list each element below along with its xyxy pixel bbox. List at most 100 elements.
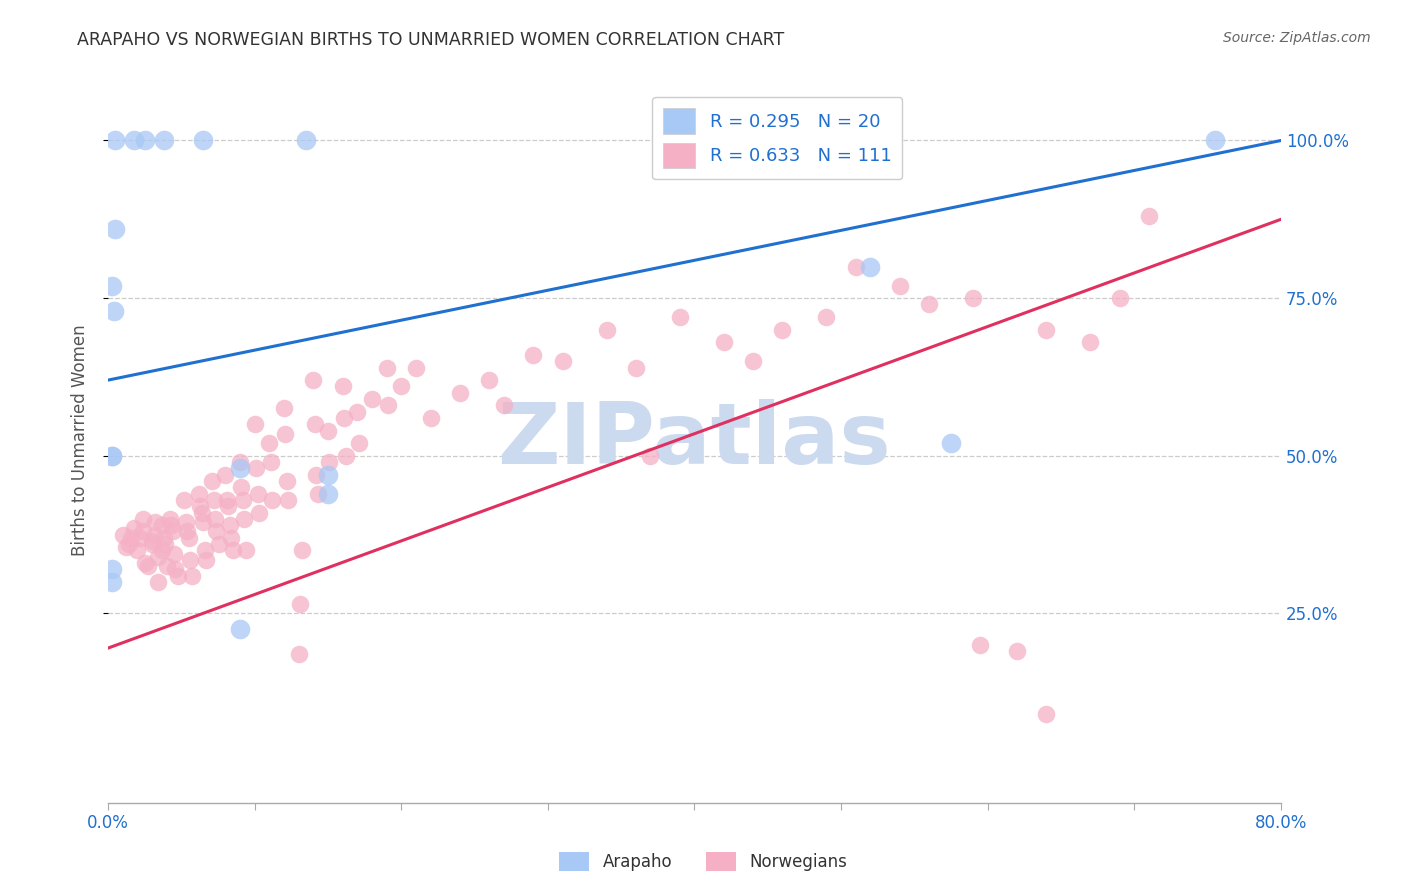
- Point: [389, 379, 412, 393]
- Point: [1035, 707, 1057, 722]
- Point: [173, 492, 195, 507]
- Point: [152, 531, 174, 545]
- Point: [129, 531, 152, 545]
- Point: [287, 648, 309, 662]
- Text: ARAPAHO VS NORWEGIAN BIRTHS TO UNMARRIED WOMEN CORRELATION CHART: ARAPAHO VS NORWEGIAN BIRTHS TO UNMARRIED…: [77, 31, 785, 49]
- Point: [167, 568, 190, 582]
- Point: [259, 436, 281, 450]
- Point: [232, 492, 254, 507]
- Point: [174, 515, 197, 529]
- Point: [152, 134, 174, 148]
- Point: [114, 540, 136, 554]
- Point: [233, 512, 256, 526]
- Point: [1204, 134, 1226, 148]
- Point: [201, 474, 224, 488]
- Point: [290, 543, 312, 558]
- Point: [375, 360, 398, 375]
- Point: [243, 417, 266, 432]
- Point: [316, 486, 339, 500]
- Point: [221, 543, 243, 558]
- Y-axis label: Births to Unmarried Women: Births to Unmarried Women: [72, 324, 89, 556]
- Point: [307, 486, 329, 500]
- Point: [176, 524, 198, 539]
- Point: [262, 492, 284, 507]
- Point: [245, 461, 267, 475]
- Point: [229, 461, 252, 475]
- Text: Source: ZipAtlas.com: Source: ZipAtlas.com: [1223, 31, 1371, 45]
- Point: [335, 449, 357, 463]
- Point: [163, 547, 186, 561]
- Point: [669, 310, 692, 324]
- Point: [333, 411, 356, 425]
- Point: [204, 512, 226, 526]
- Point: [478, 373, 501, 387]
- Point: [136, 559, 159, 574]
- Point: [295, 134, 318, 148]
- Point: [522, 348, 544, 362]
- Point: [1035, 323, 1057, 337]
- Point: [104, 134, 127, 148]
- Point: [193, 515, 215, 529]
- Point: [101, 449, 124, 463]
- Point: [346, 404, 368, 418]
- Point: [815, 310, 838, 324]
- Point: [235, 543, 257, 558]
- Point: [1078, 335, 1101, 350]
- Point: [377, 398, 399, 412]
- Point: [177, 531, 200, 545]
- Point: [219, 531, 242, 545]
- Point: [1108, 291, 1130, 305]
- Point: [889, 278, 911, 293]
- Point: [229, 622, 252, 636]
- Point: [918, 297, 941, 311]
- Point: [247, 506, 270, 520]
- Point: [150, 543, 173, 558]
- Point: [208, 537, 231, 551]
- Point: [302, 373, 325, 387]
- Point: [179, 553, 201, 567]
- Point: [141, 533, 163, 548]
- Point: [419, 411, 441, 425]
- Point: [595, 323, 617, 337]
- Point: [492, 398, 515, 412]
- Point: [772, 323, 794, 337]
- Point: [202, 492, 225, 507]
- Point: [156, 559, 179, 574]
- Point: [273, 401, 295, 416]
- Point: [134, 556, 156, 570]
- Point: [143, 515, 166, 529]
- Text: ZIPatlas: ZIPatlas: [498, 399, 891, 482]
- Point: [124, 134, 146, 148]
- Point: [180, 568, 202, 582]
- Point: [318, 455, 340, 469]
- Point: [195, 553, 218, 567]
- Point: [305, 467, 328, 482]
- Point: [218, 518, 240, 533]
- Point: [162, 524, 184, 539]
- Point: [150, 518, 173, 533]
- Point: [187, 486, 209, 500]
- Point: [332, 379, 354, 393]
- Point: [229, 455, 252, 469]
- Point: [1137, 209, 1160, 223]
- Point: [742, 354, 765, 368]
- Legend: R = 0.295   N = 20, R = 0.633   N = 111: R = 0.295 N = 20, R = 0.633 N = 111: [652, 97, 903, 179]
- Point: [205, 524, 228, 539]
- Point: [231, 480, 253, 494]
- Point: [260, 455, 283, 469]
- Point: [845, 260, 868, 274]
- Point: [117, 537, 139, 551]
- Point: [859, 260, 882, 274]
- Point: [713, 335, 735, 350]
- Point: [277, 492, 299, 507]
- Legend: Arapaho, Norwegians: Arapaho, Norwegians: [551, 843, 855, 880]
- Point: [101, 449, 124, 463]
- Point: [304, 417, 326, 432]
- Point: [1005, 644, 1028, 658]
- Point: [124, 521, 146, 535]
- Point: [274, 426, 297, 441]
- Point: [143, 527, 166, 541]
- Point: [288, 597, 311, 611]
- Point: [103, 303, 125, 318]
- Point: [165, 562, 187, 576]
